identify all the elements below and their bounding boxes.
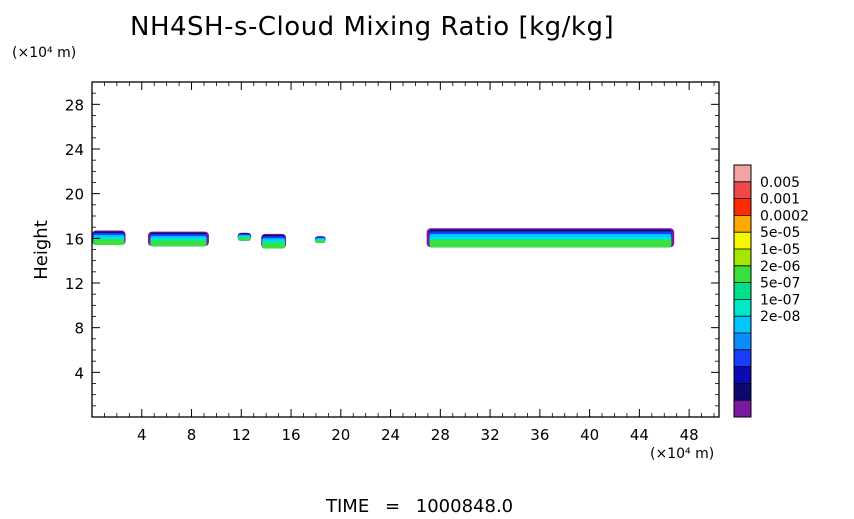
colorbar-label: 0.0002 xyxy=(760,208,809,224)
y-tick-label: 20 xyxy=(65,186,84,204)
y-tick-label: 8 xyxy=(74,320,84,338)
x-tick-label: 8 xyxy=(187,426,197,444)
x-tick-label: 12 xyxy=(232,426,251,444)
colorbar-swatch xyxy=(734,165,751,183)
colorbar-swatch xyxy=(734,198,751,216)
cloud-patch xyxy=(237,232,252,241)
colorbar-swatch xyxy=(734,383,751,401)
y-axis-unit: (×10⁴ m) xyxy=(12,45,77,61)
y-tick-label: 24 xyxy=(65,141,84,159)
cloud-patch xyxy=(92,230,126,246)
colorbar-swatch xyxy=(734,333,751,351)
time-value: 1000848.0 xyxy=(415,496,514,517)
x-tick-label: 44 xyxy=(630,426,649,444)
time-label: TIME xyxy=(326,496,370,517)
colorbar-swatch xyxy=(734,400,751,418)
cloud-patch xyxy=(314,236,326,243)
x-tick-label: 4 xyxy=(137,426,147,444)
colorbar-label: 2e-06 xyxy=(760,259,800,275)
x-axis-unit: (×10⁴ m) xyxy=(650,446,715,462)
colorbar-label: 5e-05 xyxy=(760,225,800,241)
cloud-patch xyxy=(147,231,209,247)
colorbar-swatch xyxy=(734,249,751,267)
y-tick-label: 4 xyxy=(74,364,84,382)
x-tick-label: 24 xyxy=(381,426,400,444)
colorbar-label: 1e-07 xyxy=(760,292,800,308)
colorbar-swatch xyxy=(734,366,751,384)
y-axis-label: Height xyxy=(31,220,52,280)
x-tick-label: 32 xyxy=(481,426,500,444)
colorbar-label: 0.005 xyxy=(760,175,800,191)
y-tick-label: 16 xyxy=(65,230,84,248)
colorbar-swatch xyxy=(734,215,751,233)
colorbar-swatch xyxy=(734,282,751,300)
colorbar: 0.0050.0010.00025e-051e-052e-065e-071e-0… xyxy=(733,164,809,418)
y-tick-label: 28 xyxy=(65,96,84,114)
colorbar-label: 1e-05 xyxy=(760,242,800,258)
x-tick-label: 16 xyxy=(282,426,301,444)
colorbar-swatch xyxy=(734,232,751,250)
colorbar-label: 2e-08 xyxy=(760,309,800,325)
cloud-patch xyxy=(426,228,675,248)
x-tick-label: 20 xyxy=(331,426,350,444)
x-tick-label: 40 xyxy=(580,426,599,444)
colorbar-label: 5e-07 xyxy=(760,276,800,292)
colorbar-frame xyxy=(733,164,752,418)
colorbar-swatch xyxy=(734,349,751,367)
cloud-patch xyxy=(261,233,287,249)
colorbar-label: 0.001 xyxy=(760,192,800,208)
plot-frame xyxy=(91,81,720,418)
x-tick-label: 48 xyxy=(680,426,699,444)
colorbar-swatch xyxy=(734,299,751,317)
time-equals: = xyxy=(384,496,401,517)
colorbar-swatch xyxy=(734,181,751,199)
cloud-patches-layer xyxy=(92,228,675,249)
x-tick-label: 28 xyxy=(431,426,450,444)
chart-title: NH4SH-s-Cloud Mixing Ratio [kg/kg] xyxy=(130,12,615,42)
time-readout: TIME = 1000848.0 xyxy=(326,496,523,517)
x-tick-label: 36 xyxy=(530,426,549,444)
colorbar-swatch xyxy=(734,316,751,334)
colorbar-swatch xyxy=(734,265,751,283)
y-tick-label: 12 xyxy=(65,275,84,293)
